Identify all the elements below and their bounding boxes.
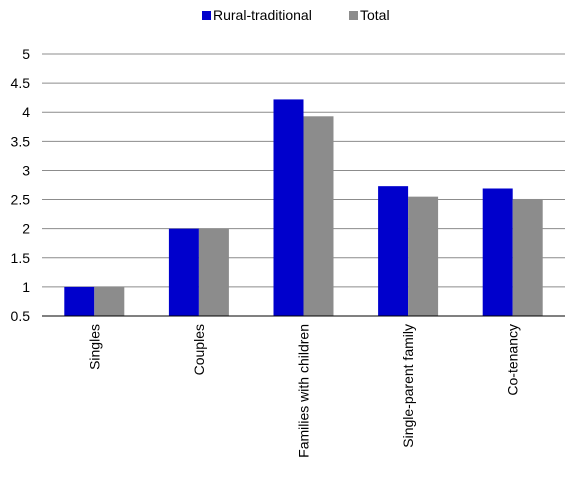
bar-rural-traditional <box>273 99 304 316</box>
x-tick-label: Single-parent family <box>400 324 416 448</box>
y-tick-label: 0.5 <box>11 308 31 324</box>
y-tick-label: 3.5 <box>11 133 31 149</box>
legend-swatch-total <box>349 11 358 20</box>
bar-total <box>94 286 125 316</box>
y-axis: 0.5 1 1.5 2 2.5 3 3.5 4 4.5 5 <box>11 46 31 324</box>
y-tick-label: 3 <box>22 162 30 178</box>
x-tick-label: Co-tenancy <box>505 324 521 396</box>
bars <box>64 99 543 316</box>
y-tick-label: 4.5 <box>11 75 31 91</box>
x-tick-label: Families with children <box>296 324 312 458</box>
y-tick-label: 5 <box>22 46 30 62</box>
x-axis: Singles Couples Families with children Sing… <box>42 315 565 458</box>
bar-rural-traditional <box>482 188 513 316</box>
bar-total <box>512 198 543 316</box>
legend-swatch-rural-traditional <box>202 11 211 20</box>
x-tick-label: Couples <box>191 324 207 375</box>
legend-label-rural-traditional: Rural-traditional <box>213 7 312 23</box>
legend-label-total: Total <box>360 7 390 23</box>
y-tick-label: 1.5 <box>11 250 31 266</box>
bar-rural-traditional <box>378 186 409 316</box>
x-tick-label: Singles <box>86 324 102 370</box>
y-tick-label: 1 <box>22 279 30 295</box>
chart-legend: Rural-traditional Total <box>202 7 390 23</box>
bar-total <box>408 196 439 316</box>
bar-total <box>303 116 334 316</box>
bar-total <box>198 228 229 316</box>
bar-rural-traditional <box>168 228 199 316</box>
bar-rural-traditional <box>64 286 95 316</box>
y-tick-label: 2.5 <box>11 192 31 208</box>
y-tick-label: 2 <box>22 221 30 237</box>
y-tick-label: 4 <box>22 104 30 120</box>
